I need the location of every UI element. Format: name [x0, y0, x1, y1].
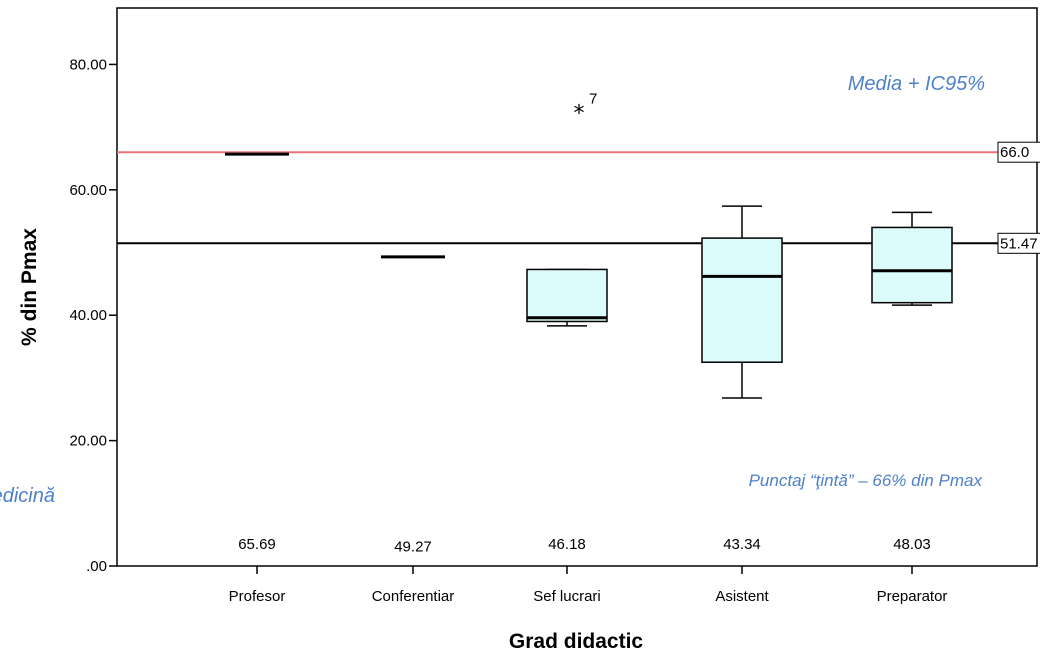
box-0: 65.69 [225, 152, 289, 553]
reference-label-box [997, 232, 1040, 254]
y-tick-label: .00 [86, 558, 107, 575]
mean-label: 65.69 [238, 536, 276, 553]
x-category-label: Asistent [715, 588, 769, 605]
y-axis-title: % din Pmax [18, 228, 41, 346]
x-category-label: Sef lucrari [533, 588, 601, 605]
x-category-label: Profesor [229, 588, 286, 605]
outliers: *7 [574, 90, 598, 126]
mean-label: 48.03 [893, 536, 931, 553]
x-category-label: Conferentiar [372, 588, 455, 605]
box-iqr [701, 237, 783, 363]
axes: .00 20.00 40.00 60.00 80.00 Profesor Conferent… [69, 56, 947, 605]
y-tick-label: 80.00 [69, 56, 107, 73]
y-tick-label: 40.00 [69, 307, 107, 324]
annotation-medicina: Medicină [0, 485, 55, 507]
reference-lines: 66.0 51.47 [117, 141, 1040, 254]
mean-label: 43.34 [723, 536, 761, 553]
box-4: 48.03 [871, 211, 953, 553]
mean-label: 46.18 [548, 536, 586, 553]
annotation-punctaj: Punctaj “ţintă” – 66% din Pmax [749, 471, 983, 490]
annotation-media: Media + IC95% [848, 73, 985, 95]
outlier-marker: * [574, 101, 585, 126]
boxes: 65.69 49.27 46.18 43.34 48.03 [225, 152, 953, 556]
box-iqr [526, 268, 608, 323]
x-axis-title: Grad didactic [509, 630, 644, 653]
box-1: 49.27 [381, 255, 445, 556]
y-tick-label: 20.00 [69, 433, 107, 450]
y-tick-label: 60.00 [69, 182, 107, 199]
reference-label-box [997, 141, 1040, 163]
x-category-label: Preparator [877, 588, 948, 605]
box-3: 43.34 [701, 205, 783, 553]
outlier-label: 7 [589, 90, 597, 107]
reference-label: 51.47 [1000, 235, 1038, 252]
box-iqr [871, 226, 953, 304]
mean-label: 49.27 [394, 539, 432, 556]
reference-label: 66.0 [1000, 144, 1029, 161]
box-2: 46.18 [526, 268, 608, 553]
